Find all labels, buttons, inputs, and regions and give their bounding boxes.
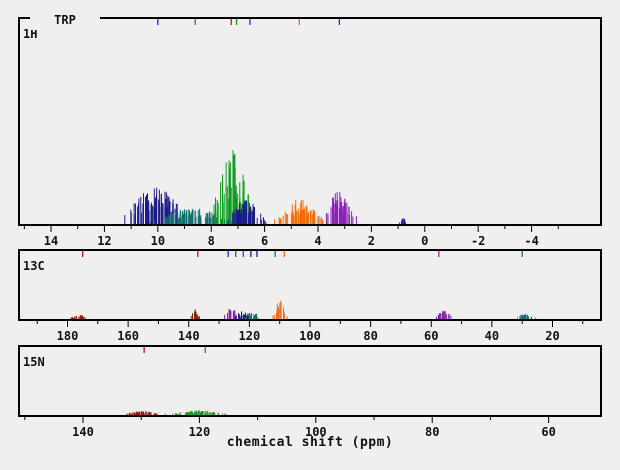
tick-label: 20: [545, 329, 559, 343]
tick-label: 60: [424, 329, 438, 343]
peak-series: [70, 315, 87, 319]
peak-series: [435, 310, 452, 319]
tick-label: 60: [541, 425, 555, 439]
tick-label: 2: [368, 234, 375, 248]
tick-label: 80: [425, 425, 439, 439]
page-title: TRP: [30, 10, 100, 30]
peak-series: [227, 200, 267, 224]
tick-label: 100: [305, 425, 327, 439]
peak-series: [190, 309, 200, 319]
panel-frame: [18, 345, 602, 417]
panel-label: 15N: [23, 355, 45, 369]
peak-series: [272, 300, 288, 319]
tick-label: 160: [117, 329, 139, 343]
panel-label: 13C: [23, 259, 45, 273]
tick-label: -2: [471, 234, 485, 248]
panel-label: 1H: [23, 27, 37, 41]
peak-series: [126, 411, 158, 415]
panel-frame: [18, 17, 602, 226]
x-axis-label: chemical shift (ppm): [226, 435, 394, 450]
tick-label: 140: [178, 329, 200, 343]
tick-label: 12: [97, 234, 111, 248]
tick-label: 100: [299, 329, 321, 343]
tick-label: 140: [72, 425, 94, 439]
peak-series: [164, 410, 227, 415]
peak-series: [399, 218, 406, 224]
tick-label: 120: [189, 425, 211, 439]
peak-series: [234, 311, 251, 319]
panel-frame: [18, 249, 602, 321]
peak-series: [244, 312, 259, 319]
tick-label: 14: [44, 234, 58, 248]
tick-label: 80: [363, 329, 377, 343]
peak-series: [325, 192, 357, 224]
peak-series: [149, 208, 235, 224]
tick-label: 180: [57, 329, 79, 343]
tick-label: 120: [239, 329, 261, 343]
tick-label: 40: [485, 329, 499, 343]
peak-series: [274, 200, 327, 224]
tick-label: 0: [421, 234, 428, 248]
peak-series: [517, 313, 537, 319]
tick-label: 4: [314, 234, 321, 248]
tick-label: 8: [208, 234, 215, 248]
tick-label: 10: [151, 234, 165, 248]
tick-label: -4: [524, 234, 538, 248]
tick-label: 6: [261, 234, 268, 248]
